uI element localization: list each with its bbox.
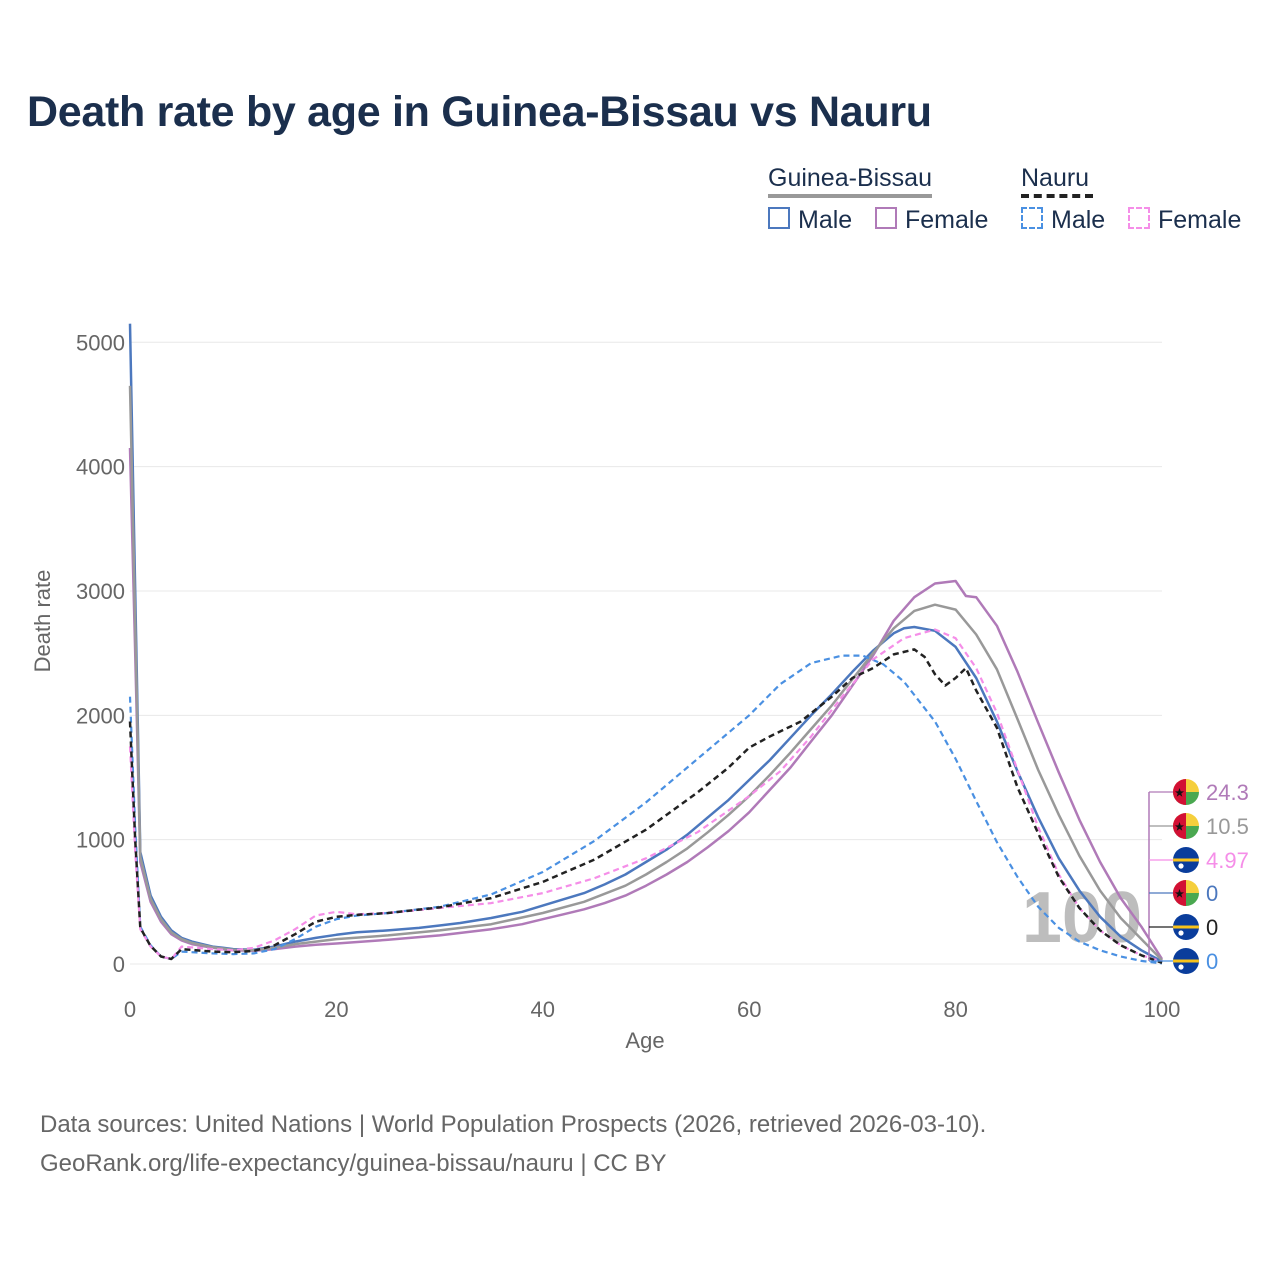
y-tick-label: 5000 (76, 330, 125, 355)
legend-swatch (1128, 207, 1150, 229)
series-line-nauru-male[interactable] (128, 654, 1163, 965)
legend-item-label: Female (905, 206, 989, 234)
legend-group-guinea-bissau[interactable]: Guinea-Bissau Male Female (768, 160, 988, 240)
attribution-link[interactable]: GeoRank.org/life-expectancy/guinea-bissa… (40, 1150, 667, 1177)
end-label-value: 24.3 (1206, 780, 1249, 805)
guinea-bissau-flag-icon (1173, 880, 1199, 906)
series-line-guinea-bissau-female[interactable] (128, 447, 1164, 960)
end-label-value: 0 (1206, 881, 1218, 906)
legend-item-label: Female (1158, 206, 1242, 234)
end-labels: 24.3 10.5 4.97 0 0 0 (1148, 779, 1249, 974)
x-tick-label: 0 (124, 997, 136, 1022)
legend-group-line (768, 194, 932, 198)
x-tick-label: 40 (531, 997, 555, 1022)
series-line-guinea-bissau-male[interactable] (128, 323, 1163, 963)
legend-item-label: Male (798, 206, 853, 234)
nauru-flag-icon (1173, 948, 1199, 974)
guinea-bissau-flag-icon (1173, 779, 1199, 805)
series-line-guinea-bissau-total[interactable] (128, 385, 1163, 962)
y-tick-label: 2000 (76, 703, 125, 728)
x-tick-label: 100 (1144, 997, 1181, 1022)
x-tick-label: 20 (324, 997, 348, 1022)
x-tick-label: 80 (943, 997, 967, 1022)
legend-group-line (1021, 194, 1093, 198)
x-axis-ticks: 0 20 40 60 80 100 (124, 997, 1180, 1022)
y-tick-label: 3000 (76, 579, 125, 604)
nauru-flag-icon (1173, 847, 1199, 873)
legend-group-title: Guinea-Bissau (768, 164, 932, 192)
x-tick-label: 60 (737, 997, 761, 1022)
nauru-flag-icon (1173, 914, 1199, 940)
death-rate-chart: 0 1000 2000 3000 4000 5000 0 20 40 60 80 100 Death… (30, 323, 1249, 1053)
footer: Data sources: United Nations | World Pop… (40, 1105, 986, 1183)
y-axis-label: Death rate (30, 570, 55, 673)
legend-group-nauru[interactable]: Nauru Male Female (1021, 160, 1251, 240)
legend-swatch (875, 207, 897, 229)
series-lines (128, 323, 1164, 965)
legend-swatch (768, 207, 790, 229)
legend-group-title: Nauru (1021, 164, 1090, 192)
y-tick-label: 0 (113, 952, 125, 977)
legend-swatch (1021, 207, 1043, 229)
end-label-value: 4.97 (1206, 848, 1249, 873)
gridlines (130, 341, 1162, 965)
series-line-nauru-female[interactable] (128, 628, 1163, 963)
y-tick-label: 1000 (76, 828, 125, 853)
y-axis-ticks: 0 1000 2000 3000 4000 5000 (76, 330, 125, 977)
series-line-nauru-total[interactable] (128, 648, 1163, 964)
legend-item-label: Male (1051, 206, 1106, 234)
end-label-value: 10.5 (1206, 814, 1249, 839)
x-axis-label: Age (625, 1028, 664, 1053)
y-tick-label: 4000 (76, 455, 125, 480)
end-label-value: 0 (1206, 915, 1218, 940)
end-label-value: 0 (1206, 949, 1218, 974)
chart-title: Death rate by age in Guinea-Bissau vs Na… (27, 88, 932, 136)
guinea-bissau-flag-icon (1173, 813, 1199, 839)
data-source-text: Data sources: United Nations | World Pop… (40, 1111, 987, 1138)
